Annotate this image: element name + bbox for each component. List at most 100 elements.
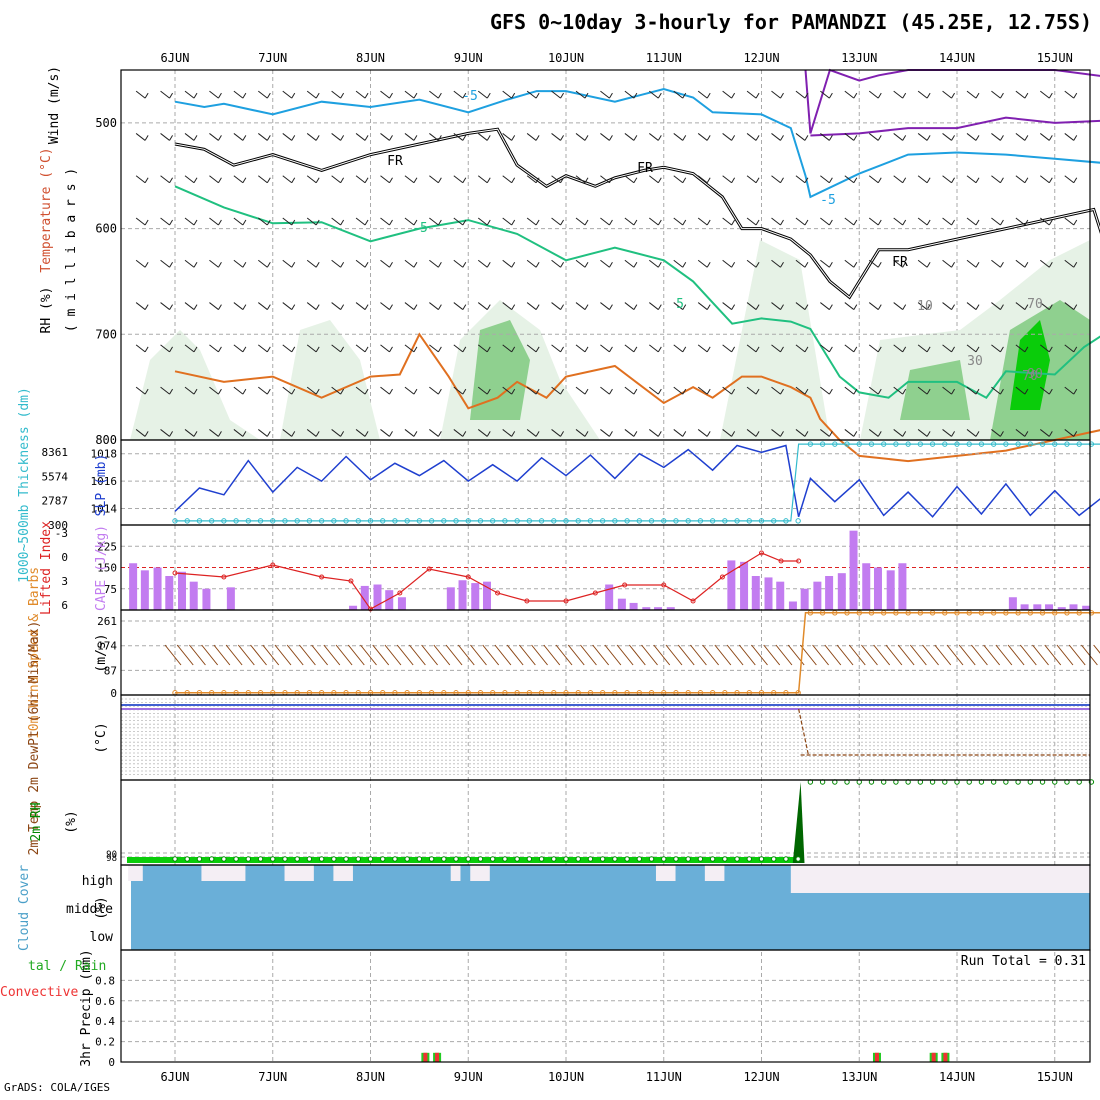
wind-speed-marker [1039, 610, 1046, 616]
rh-shading [900, 360, 970, 420]
wind-barb [706, 304, 711, 310]
wind-barb [917, 133, 928, 141]
wind-barb [1064, 133, 1075, 141]
wind-barb [575, 302, 586, 310]
wind-barb [804, 346, 809, 353]
wind-barb [242, 431, 247, 437]
thickness-marker [245, 518, 252, 524]
wind-barb [771, 429, 781, 437]
contour-label: 5 [676, 297, 684, 312]
cape-bar [751, 576, 760, 610]
precip-tick-label: 0.4 [95, 1015, 115, 1028]
cape-bar [189, 581, 198, 610]
wind-speed-marker [942, 610, 948, 616]
wind-barb [706, 135, 711, 141]
wind-barb [364, 388, 369, 395]
wind-barb [893, 429, 903, 437]
precip-tick-label: 0.8 [95, 974, 115, 987]
wind-barb [526, 429, 537, 437]
wind-barb [462, 177, 467, 183]
rh-shading [470, 320, 530, 420]
wind-barb [893, 344, 903, 353]
rh-marker [343, 856, 349, 862]
wind-barb [462, 262, 467, 268]
cape-bar [349, 605, 358, 610]
date-label-top: 9JUN [454, 51, 483, 65]
lifted-index-marker [368, 606, 373, 612]
wind-barb [404, 90, 415, 99]
lifted-index-marker [426, 566, 432, 572]
wind-barb [828, 177, 833, 183]
wind-barb [193, 219, 198, 226]
wind-barb [820, 429, 830, 437]
wind-barb [315, 304, 320, 310]
wind-barb-10m [421, 644, 438, 666]
wind-barb [169, 92, 173, 99]
wind-barb [609, 431, 613, 437]
rh-marker [233, 856, 239, 862]
wind-barb [991, 133, 1001, 141]
wind-barb [1048, 92, 1053, 99]
wind-barb [966, 90, 977, 99]
wind-barb-10m [176, 644, 194, 666]
thickness-marker [441, 518, 447, 524]
wind-barb [991, 302, 1001, 310]
wind-barb [755, 304, 760, 310]
cape-tick-label: 75 [104, 583, 117, 596]
wind-barb-10m [470, 644, 487, 666]
thickness-marker [575, 518, 581, 524]
wind-barb [291, 388, 296, 395]
wind-barb [991, 217, 1001, 226]
wind-barb [535, 262, 540, 268]
wind-barb [551, 386, 561, 395]
wind-barb-10m [396, 644, 414, 666]
wind-barb [682, 219, 687, 226]
cape-bar [849, 530, 858, 610]
wind-barb [771, 344, 781, 353]
wind-barb [966, 217, 977, 226]
wind-barb [389, 135, 393, 141]
contour-label: -5 [412, 221, 428, 236]
wind-barb [340, 262, 345, 268]
thickness-marker [758, 518, 765, 524]
wind-barb [755, 431, 760, 437]
cape-bar [666, 607, 675, 610]
lifted-index-marker [221, 574, 227, 580]
date-label-bottom: 6JUN [161, 1070, 190, 1084]
wind-barb [486, 304, 491, 310]
wind-barb [877, 346, 882, 353]
wind-barb [535, 177, 540, 183]
wind-barb [975, 135, 980, 141]
wind-barb [535, 304, 540, 310]
thickness-marker [380, 518, 386, 524]
wind-barb [780, 262, 784, 268]
thickness-marker [331, 518, 337, 524]
wind-barb-10m [848, 644, 866, 666]
wind-speed-marker [978, 610, 985, 616]
wind-barb-10m [311, 644, 329, 666]
rh-marker [685, 856, 691, 862]
wind-barb [584, 431, 589, 437]
wind-barb-10m [323, 644, 341, 666]
rh-marker [380, 856, 386, 862]
wind-barb [657, 219, 662, 226]
contour-label: 70 [1022, 369, 1038, 384]
wind-left-label: 10m Wind Speed & Barbs [27, 567, 42, 739]
cape-bar [1020, 604, 1029, 610]
wind-barb [697, 175, 708, 184]
wind-barb [991, 344, 1001, 353]
wind-barb [706, 431, 711, 437]
wind-barb-10m [971, 644, 988, 666]
wind-barb [233, 217, 244, 226]
wind-barb-10m [861, 644, 878, 666]
wind-barb [722, 217, 732, 226]
wind-barb [1048, 262, 1053, 268]
wind-barb [315, 92, 320, 99]
wind-barb [169, 219, 173, 226]
thickness-axis-label: 1000~500mb Thickness (dm) [17, 387, 32, 583]
cape-bar [642, 607, 651, 610]
wind-barb [413, 431, 418, 437]
wind-barb [633, 304, 638, 310]
rh-marker [477, 856, 484, 862]
wind-barb [991, 259, 1001, 268]
